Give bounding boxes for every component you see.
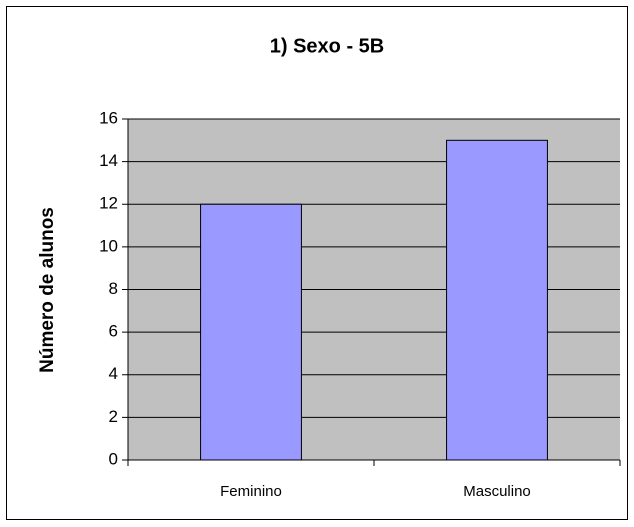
y-tick-label: 0 (109, 449, 118, 468)
x-tick-label: Masculino (463, 483, 531, 500)
y-axis-label: Número de alunos (37, 207, 58, 373)
y-tick-label: 8 (109, 279, 118, 298)
y-tick-label: 10 (99, 236, 118, 255)
y-tick-label: 4 (109, 364, 118, 383)
bar (446, 139, 548, 461)
y-tick-label: 12 (99, 194, 118, 213)
y-tick-label: 16 (99, 108, 118, 127)
x-tick-label: Feminino (220, 483, 282, 500)
y-tick-label: 6 (109, 322, 118, 341)
chart-title: 1) Sexo - 5B (270, 35, 384, 57)
bar (200, 203, 302, 461)
y-tick-label: 14 (99, 151, 118, 170)
y-tick-label: 2 (109, 407, 118, 426)
